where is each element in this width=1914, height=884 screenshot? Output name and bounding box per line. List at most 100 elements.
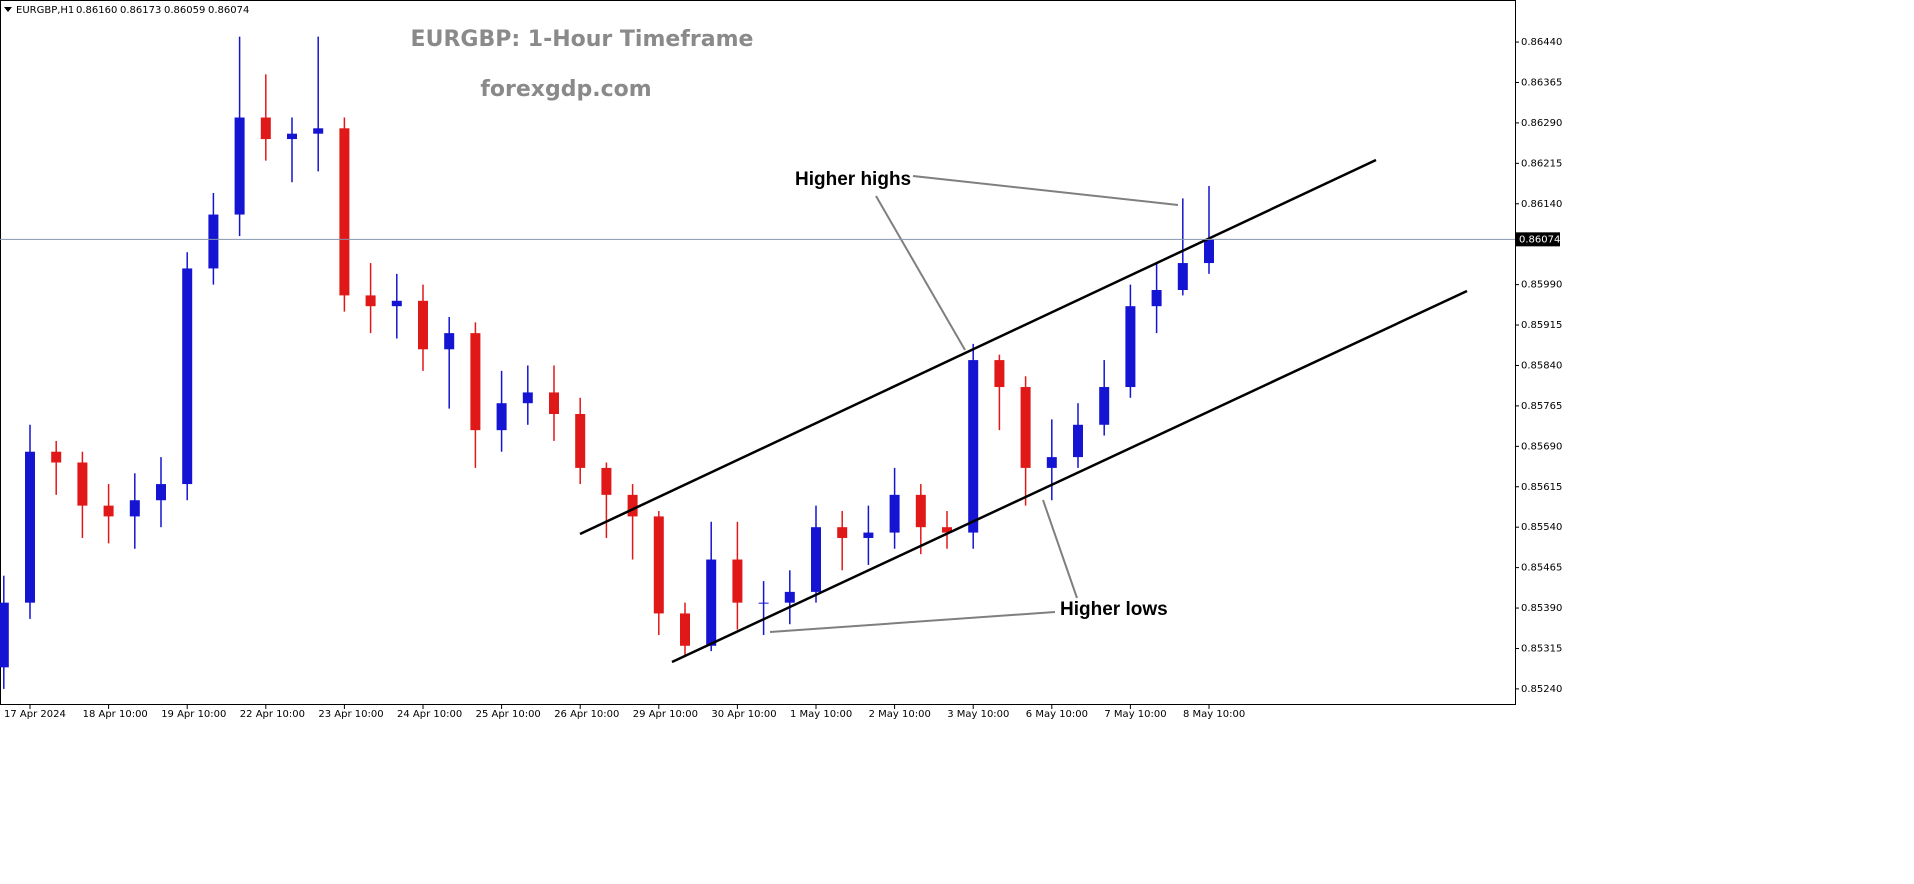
x-tick-label: 17 Apr 2024 [4,709,66,720]
pointer [875,195,966,351]
ohlc-open: 0.86160 [76,5,117,16]
menu-arrow [4,7,12,12]
pointers [769,175,1179,633]
y-tick-label: 0.85840 [1521,360,1562,371]
x-tick-label: 25 Apr 10:00 [476,709,541,720]
x-tick-label: 19 Apr 10:00 [161,709,226,720]
candle-body [1151,290,1162,307]
x-tick-label: 26 Apr 10:00 [554,709,619,720]
candle-body [313,128,324,134]
y-tick-label: 0.85465 [1521,563,1562,574]
x-tick-label: 30 Apr 10:00 [711,709,776,720]
lower-channel [671,289,1468,664]
y-tick-label: 0.85990 [1521,280,1562,291]
y-tick-label: 0.85315 [1521,643,1562,654]
ohlc-high: 0.86173 [120,5,161,16]
candle-body [601,467,612,495]
annotation: Higher highs [795,169,911,190]
candle-body [391,300,402,307]
candle-body [77,462,88,506]
pointer [1042,499,1078,599]
x-tick-label: 22 Apr 10:00 [240,709,305,720]
candle-body [156,484,166,501]
candle-body [653,516,664,614]
candle-body [339,128,350,296]
candle-body [706,559,717,646]
x-tick-label: 23 Apr 10:00 [318,709,383,720]
pointer [769,611,1056,633]
candle-body [575,413,586,468]
chart-title: EURGBP: 1-Hour Timeframe [411,27,754,52]
candle-body [0,602,9,668]
candle-body [863,532,874,538]
candle-body [25,451,35,603]
ohlc-low: 0.86059 [164,5,205,16]
candle-body [496,403,507,431]
candle-body [365,295,376,307]
x-tick-label: 8 May 10:00 [1183,709,1245,720]
x-tick-label: 7 May 10:00 [1104,709,1166,720]
candle-body [915,494,926,528]
candle-body [260,117,271,140]
pointer [912,175,1179,206]
x-tick-label: 2 May 10:00 [869,709,931,720]
candle-body [732,559,743,603]
candle-body [1125,306,1136,388]
ohlc-close: 0.86074 [208,5,249,16]
x-tick-label: 1 May 10:00 [790,709,852,720]
candle-body [522,392,533,404]
candle-body [103,505,114,517]
candle-body [444,333,455,350]
candle-body [51,451,62,463]
candle-body [680,613,690,646]
candle-body [182,268,193,485]
candle-body [208,214,219,269]
candle-body [1046,457,1057,468]
upper-channel [579,158,1377,536]
current-price-box [1516,232,1560,247]
y-tick-label: 0.85765 [1521,401,1562,412]
current-price-label: 0.86074 [1519,234,1560,245]
y-tick-label: 0.85240 [1521,684,1562,695]
candle-body [129,500,140,517]
candle-body [784,591,795,603]
candle-body [418,300,428,350]
x-tick-label: 3 May 10:00 [947,709,1009,720]
y-tick-label: 0.85615 [1521,482,1562,493]
candle-body [942,527,952,533]
trend-lines [579,158,1468,664]
candle-body [837,527,848,538]
x-tick-label: 24 Apr 10:00 [397,709,462,720]
candle-body [758,602,769,604]
candle-body [1073,424,1083,458]
x-tick-label: 29 Apr 10:00 [633,709,698,720]
candle-body [234,117,245,215]
chart-subtitle: forexgdp.com [480,77,651,102]
plot-frame [0,0,1516,705]
y-tick-label: 0.85540 [1521,522,1562,533]
candle-body [549,392,559,414]
candle-body [1204,239,1214,264]
y-tick-label: 0.85690 [1521,441,1562,452]
x-tick-label: 6 May 10:00 [1026,709,1088,720]
candle-body [994,360,1005,388]
y-tick-label: 0.86290 [1521,118,1562,129]
y-tick-label: 0.86140 [1521,199,1562,210]
y-tick-label: 0.85390 [1521,603,1562,614]
candle-body [889,494,900,533]
candle-body [968,360,979,533]
y-tick-label: 0.86365 [1521,77,1562,88]
y-tick-label: 0.85915 [1521,320,1562,331]
candle-body [627,494,638,517]
candle-body [287,133,297,140]
y-tick-label: 0.86440 [1521,37,1562,48]
candle-body [1099,387,1110,425]
y-tick-label: 0.86215 [1521,158,1562,169]
symbol: EURGBP,H1 [16,5,74,16]
candle-body [1177,263,1188,291]
candle-body [470,333,481,431]
candle-body [811,527,821,592]
x-tick-label: 18 Apr 10:00 [83,709,148,720]
annotation: Higher lows [1060,599,1168,620]
